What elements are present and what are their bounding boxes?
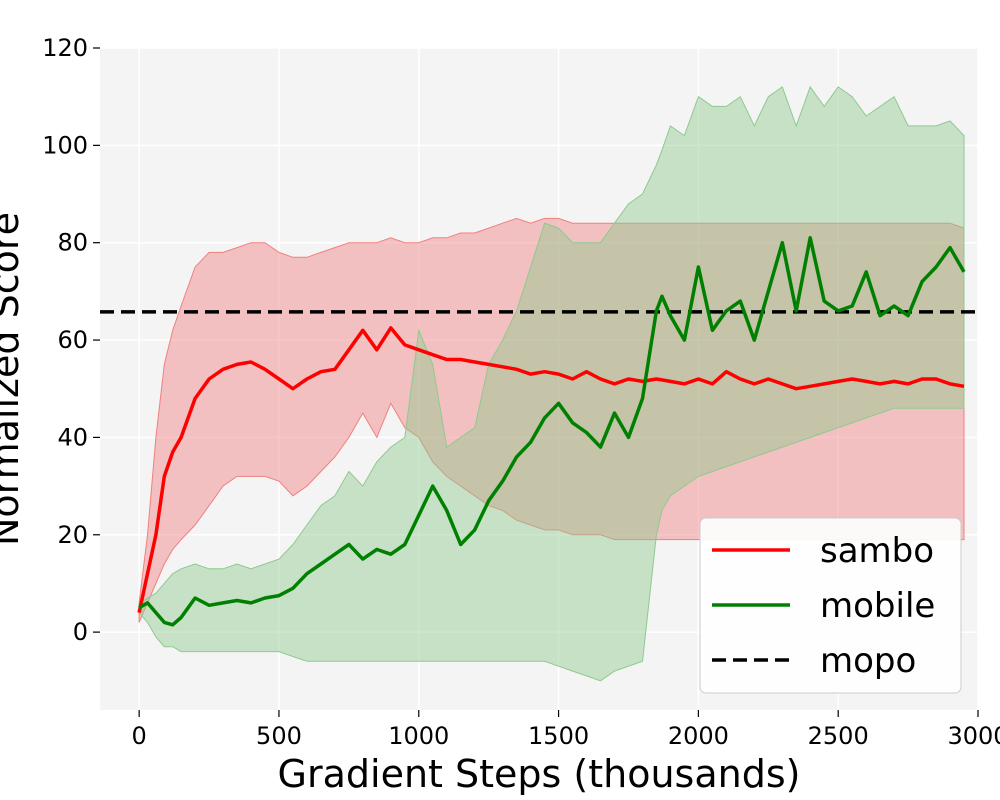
legend-label-sambo: sambo (820, 531, 934, 571)
y-axis-title: Normalized Score (0, 212, 27, 546)
series-line-sambo (137, 326, 965, 613)
x-tick-label: 500 (256, 722, 302, 750)
y-tick-label: 40 (57, 423, 88, 451)
x-tick-label: 2000 (668, 722, 729, 750)
band-mobile (138, 85, 965, 682)
legend-label-mopo: mopo (820, 641, 916, 681)
x-tick-label: 1000 (388, 722, 449, 750)
series-line-mobile (138, 236, 966, 627)
x-tick-label: 2500 (808, 722, 869, 750)
y-tick-label: 0 (73, 618, 88, 646)
legend-box (699, 517, 962, 694)
legend-label-mobile: mobile (820, 586, 935, 626)
y-tick-label: 20 (57, 521, 88, 549)
x-tick-label: 1500 (528, 722, 589, 750)
y-tick-label: 80 (57, 229, 88, 257)
legend: sambo mobile mopo (699, 517, 962, 694)
y-tick-label: 120 (42, 34, 88, 62)
y-tick-label: 100 (42, 131, 88, 159)
series-lines (137, 236, 966, 627)
y-axis: 0 20 40 60 80 100 120 (42, 34, 100, 646)
x-tick-label: 0 (132, 722, 147, 750)
x-axis-title: Gradient Steps (thousands) (278, 752, 801, 796)
grid (100, 47, 979, 710)
y-tick-label: 60 (57, 326, 88, 354)
